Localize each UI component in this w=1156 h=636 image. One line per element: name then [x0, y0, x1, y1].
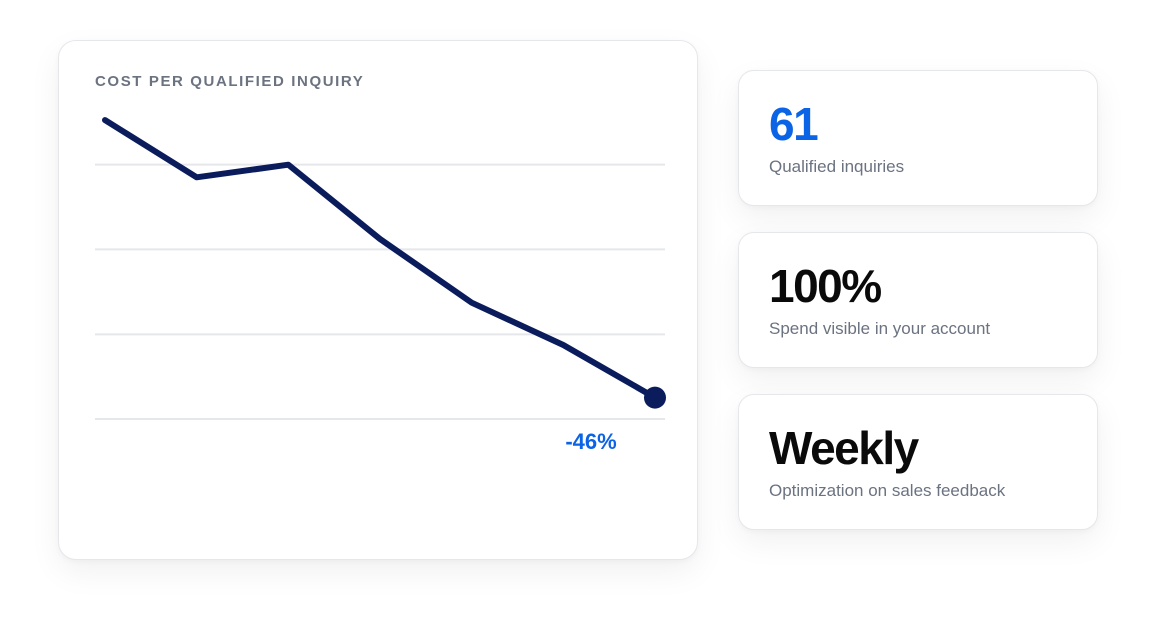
- stat-label-spend-visibility: Spend visible in your account: [769, 319, 991, 338]
- stat-label-optimization: Optimization on sales feedback: [769, 481, 1006, 500]
- stat-card-optimization: Weekly Optimization on sales feedback: [738, 394, 1098, 530]
- end-point-marker: [644, 386, 666, 409]
- stat-value-optimization: Weekly: [769, 422, 919, 474]
- series-line: [102, 117, 658, 401]
- stat-value-inquiries: 61: [769, 98, 819, 150]
- chart-card: COST PER QUALIFIED INQUIRY -46%: [58, 40, 698, 560]
- stat-card-spend-visibility: 100% Spend visible in your account: [738, 232, 1098, 368]
- change-percent-label: -46%: [565, 429, 616, 454]
- stat-label-inquiries: Qualified inquiries: [769, 157, 905, 176]
- line-chart: -46%: [95, 117, 666, 454]
- stat-value-spend-visibility: 100%: [769, 260, 882, 312]
- stat-card-inquiries: 61 Qualified inquiries: [738, 70, 1098, 206]
- chart-title: COST PER QUALIFIED INQUIRY: [95, 73, 365, 90]
